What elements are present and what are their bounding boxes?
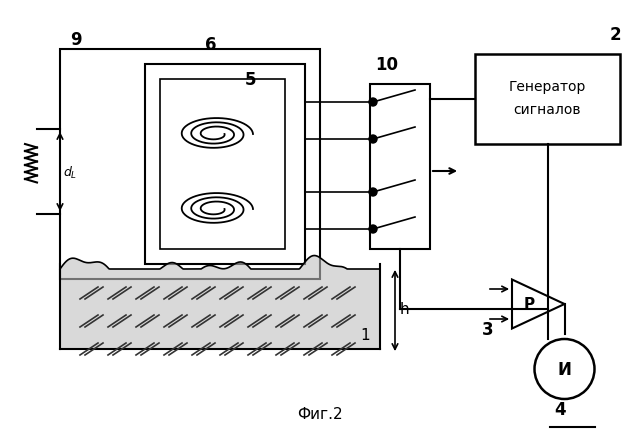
Circle shape xyxy=(369,136,377,144)
Circle shape xyxy=(369,99,377,107)
Circle shape xyxy=(369,189,377,197)
Text: 4: 4 xyxy=(554,400,566,418)
Bar xyxy=(370,85,430,249)
Text: И: И xyxy=(557,360,572,378)
Text: 9: 9 xyxy=(70,31,82,49)
Text: 3: 3 xyxy=(482,320,493,338)
Bar xyxy=(160,80,285,249)
Text: Генератор: Генератор xyxy=(509,80,586,94)
Text: 6: 6 xyxy=(205,36,216,54)
Text: Р: Р xyxy=(524,297,535,312)
Bar xyxy=(145,65,305,264)
Bar xyxy=(475,55,620,144)
Circle shape xyxy=(369,225,377,233)
Text: 5: 5 xyxy=(245,71,257,89)
Circle shape xyxy=(534,339,595,399)
Polygon shape xyxy=(60,256,380,349)
Text: 2: 2 xyxy=(610,26,621,44)
Text: h: h xyxy=(400,302,410,317)
Bar xyxy=(60,50,320,280)
Polygon shape xyxy=(512,280,564,329)
Text: 10: 10 xyxy=(375,56,398,74)
Text: сигналов: сигналов xyxy=(514,103,581,117)
Text: Фиг.2: Фиг.2 xyxy=(297,406,343,421)
Text: $d_L$: $d_L$ xyxy=(63,164,77,180)
Text: 1: 1 xyxy=(360,327,370,342)
